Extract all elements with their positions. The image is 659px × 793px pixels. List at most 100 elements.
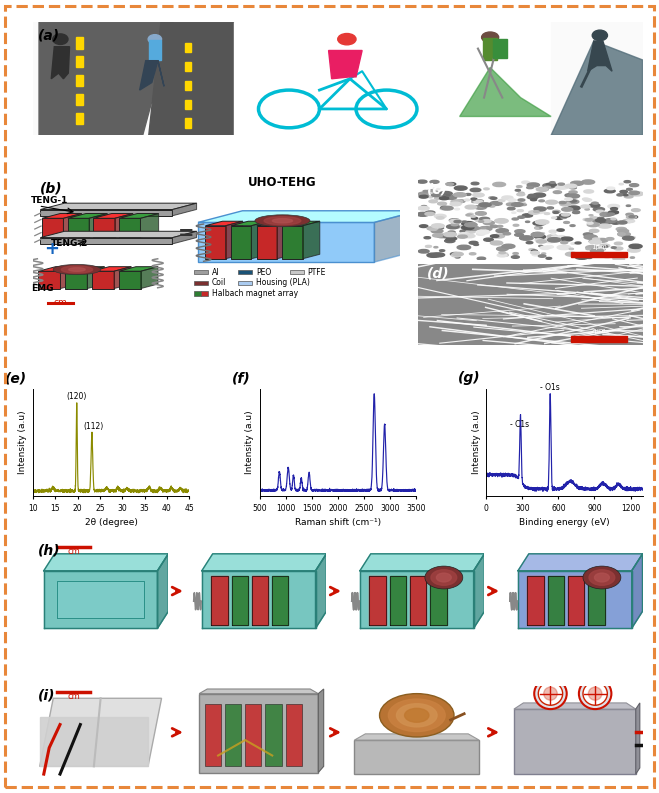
Y-axis label: Intensity (a.u): Intensity (a.u) xyxy=(18,411,28,474)
Ellipse shape xyxy=(533,221,546,225)
Text: =: = xyxy=(178,224,194,243)
Ellipse shape xyxy=(612,211,618,213)
Ellipse shape xyxy=(483,221,494,224)
Text: (h): (h) xyxy=(38,543,61,557)
Ellipse shape xyxy=(447,182,456,186)
Ellipse shape xyxy=(428,227,437,230)
Bar xyxy=(194,291,202,296)
Bar xyxy=(76,75,83,86)
Ellipse shape xyxy=(511,202,517,205)
Polygon shape xyxy=(231,226,251,259)
Ellipse shape xyxy=(473,193,484,197)
Ellipse shape xyxy=(561,241,567,243)
Ellipse shape xyxy=(476,205,480,207)
Text: UHO-TEHG: UHO-TEHG xyxy=(248,176,317,189)
Ellipse shape xyxy=(627,238,633,240)
Ellipse shape xyxy=(579,678,612,709)
Polygon shape xyxy=(257,226,277,259)
Ellipse shape xyxy=(451,224,459,226)
Ellipse shape xyxy=(629,184,639,186)
Ellipse shape xyxy=(479,203,491,207)
Ellipse shape xyxy=(475,200,483,202)
Ellipse shape xyxy=(571,181,583,186)
Polygon shape xyxy=(410,576,426,625)
Ellipse shape xyxy=(511,256,519,259)
Ellipse shape xyxy=(553,212,559,213)
Ellipse shape xyxy=(535,228,539,229)
Ellipse shape xyxy=(538,188,548,191)
Ellipse shape xyxy=(624,181,631,182)
Ellipse shape xyxy=(633,249,637,251)
Bar xyxy=(239,270,252,274)
Ellipse shape xyxy=(598,217,604,220)
Ellipse shape xyxy=(529,249,535,251)
Ellipse shape xyxy=(471,198,476,200)
Polygon shape xyxy=(588,41,612,71)
Ellipse shape xyxy=(427,227,436,230)
Ellipse shape xyxy=(544,687,558,700)
Ellipse shape xyxy=(426,245,432,247)
Polygon shape xyxy=(231,221,268,226)
Ellipse shape xyxy=(272,219,293,223)
Ellipse shape xyxy=(542,253,546,255)
Ellipse shape xyxy=(592,30,608,40)
Ellipse shape xyxy=(436,216,444,219)
Ellipse shape xyxy=(607,213,614,216)
Ellipse shape xyxy=(539,245,543,247)
Text: TENG-2: TENG-2 xyxy=(51,239,89,247)
Ellipse shape xyxy=(592,238,600,240)
Bar xyxy=(185,118,192,128)
Ellipse shape xyxy=(599,220,612,224)
Ellipse shape xyxy=(512,218,518,220)
Ellipse shape xyxy=(444,232,457,236)
Ellipse shape xyxy=(432,193,441,197)
Polygon shape xyxy=(518,554,643,571)
Ellipse shape xyxy=(418,206,429,210)
Bar xyxy=(76,56,83,67)
Ellipse shape xyxy=(544,186,550,188)
Polygon shape xyxy=(198,222,374,262)
Ellipse shape xyxy=(534,678,567,709)
Ellipse shape xyxy=(470,188,481,192)
Ellipse shape xyxy=(623,222,627,223)
Ellipse shape xyxy=(536,239,546,243)
Ellipse shape xyxy=(519,236,533,240)
Ellipse shape xyxy=(561,213,569,216)
Ellipse shape xyxy=(469,253,476,255)
Polygon shape xyxy=(251,221,268,259)
Ellipse shape xyxy=(535,227,542,229)
Ellipse shape xyxy=(589,215,593,216)
Polygon shape xyxy=(94,218,115,237)
Ellipse shape xyxy=(490,205,495,207)
Ellipse shape xyxy=(585,209,589,210)
Ellipse shape xyxy=(469,223,476,224)
X-axis label: Raman shift (cm⁻¹): Raman shift (cm⁻¹) xyxy=(295,519,381,527)
Polygon shape xyxy=(389,576,406,625)
Ellipse shape xyxy=(614,255,624,259)
Ellipse shape xyxy=(626,220,635,223)
Bar xyxy=(149,40,161,60)
Ellipse shape xyxy=(575,255,588,259)
Ellipse shape xyxy=(617,221,627,224)
Ellipse shape xyxy=(440,191,452,196)
Ellipse shape xyxy=(495,219,508,223)
Text: (i): (i) xyxy=(38,688,56,703)
Ellipse shape xyxy=(457,200,465,202)
Ellipse shape xyxy=(565,198,572,201)
Ellipse shape xyxy=(629,191,639,194)
Ellipse shape xyxy=(479,227,492,231)
Polygon shape xyxy=(43,571,158,628)
Ellipse shape xyxy=(69,268,85,271)
Ellipse shape xyxy=(546,183,556,186)
Ellipse shape xyxy=(445,183,453,186)
Polygon shape xyxy=(149,22,264,136)
Ellipse shape xyxy=(626,205,631,206)
Polygon shape xyxy=(283,226,302,259)
Ellipse shape xyxy=(460,230,467,232)
Bar xyxy=(202,291,208,296)
Ellipse shape xyxy=(617,194,623,196)
Text: (a): (a) xyxy=(38,29,60,43)
Ellipse shape xyxy=(573,253,577,255)
Ellipse shape xyxy=(561,216,567,218)
Ellipse shape xyxy=(432,253,445,257)
